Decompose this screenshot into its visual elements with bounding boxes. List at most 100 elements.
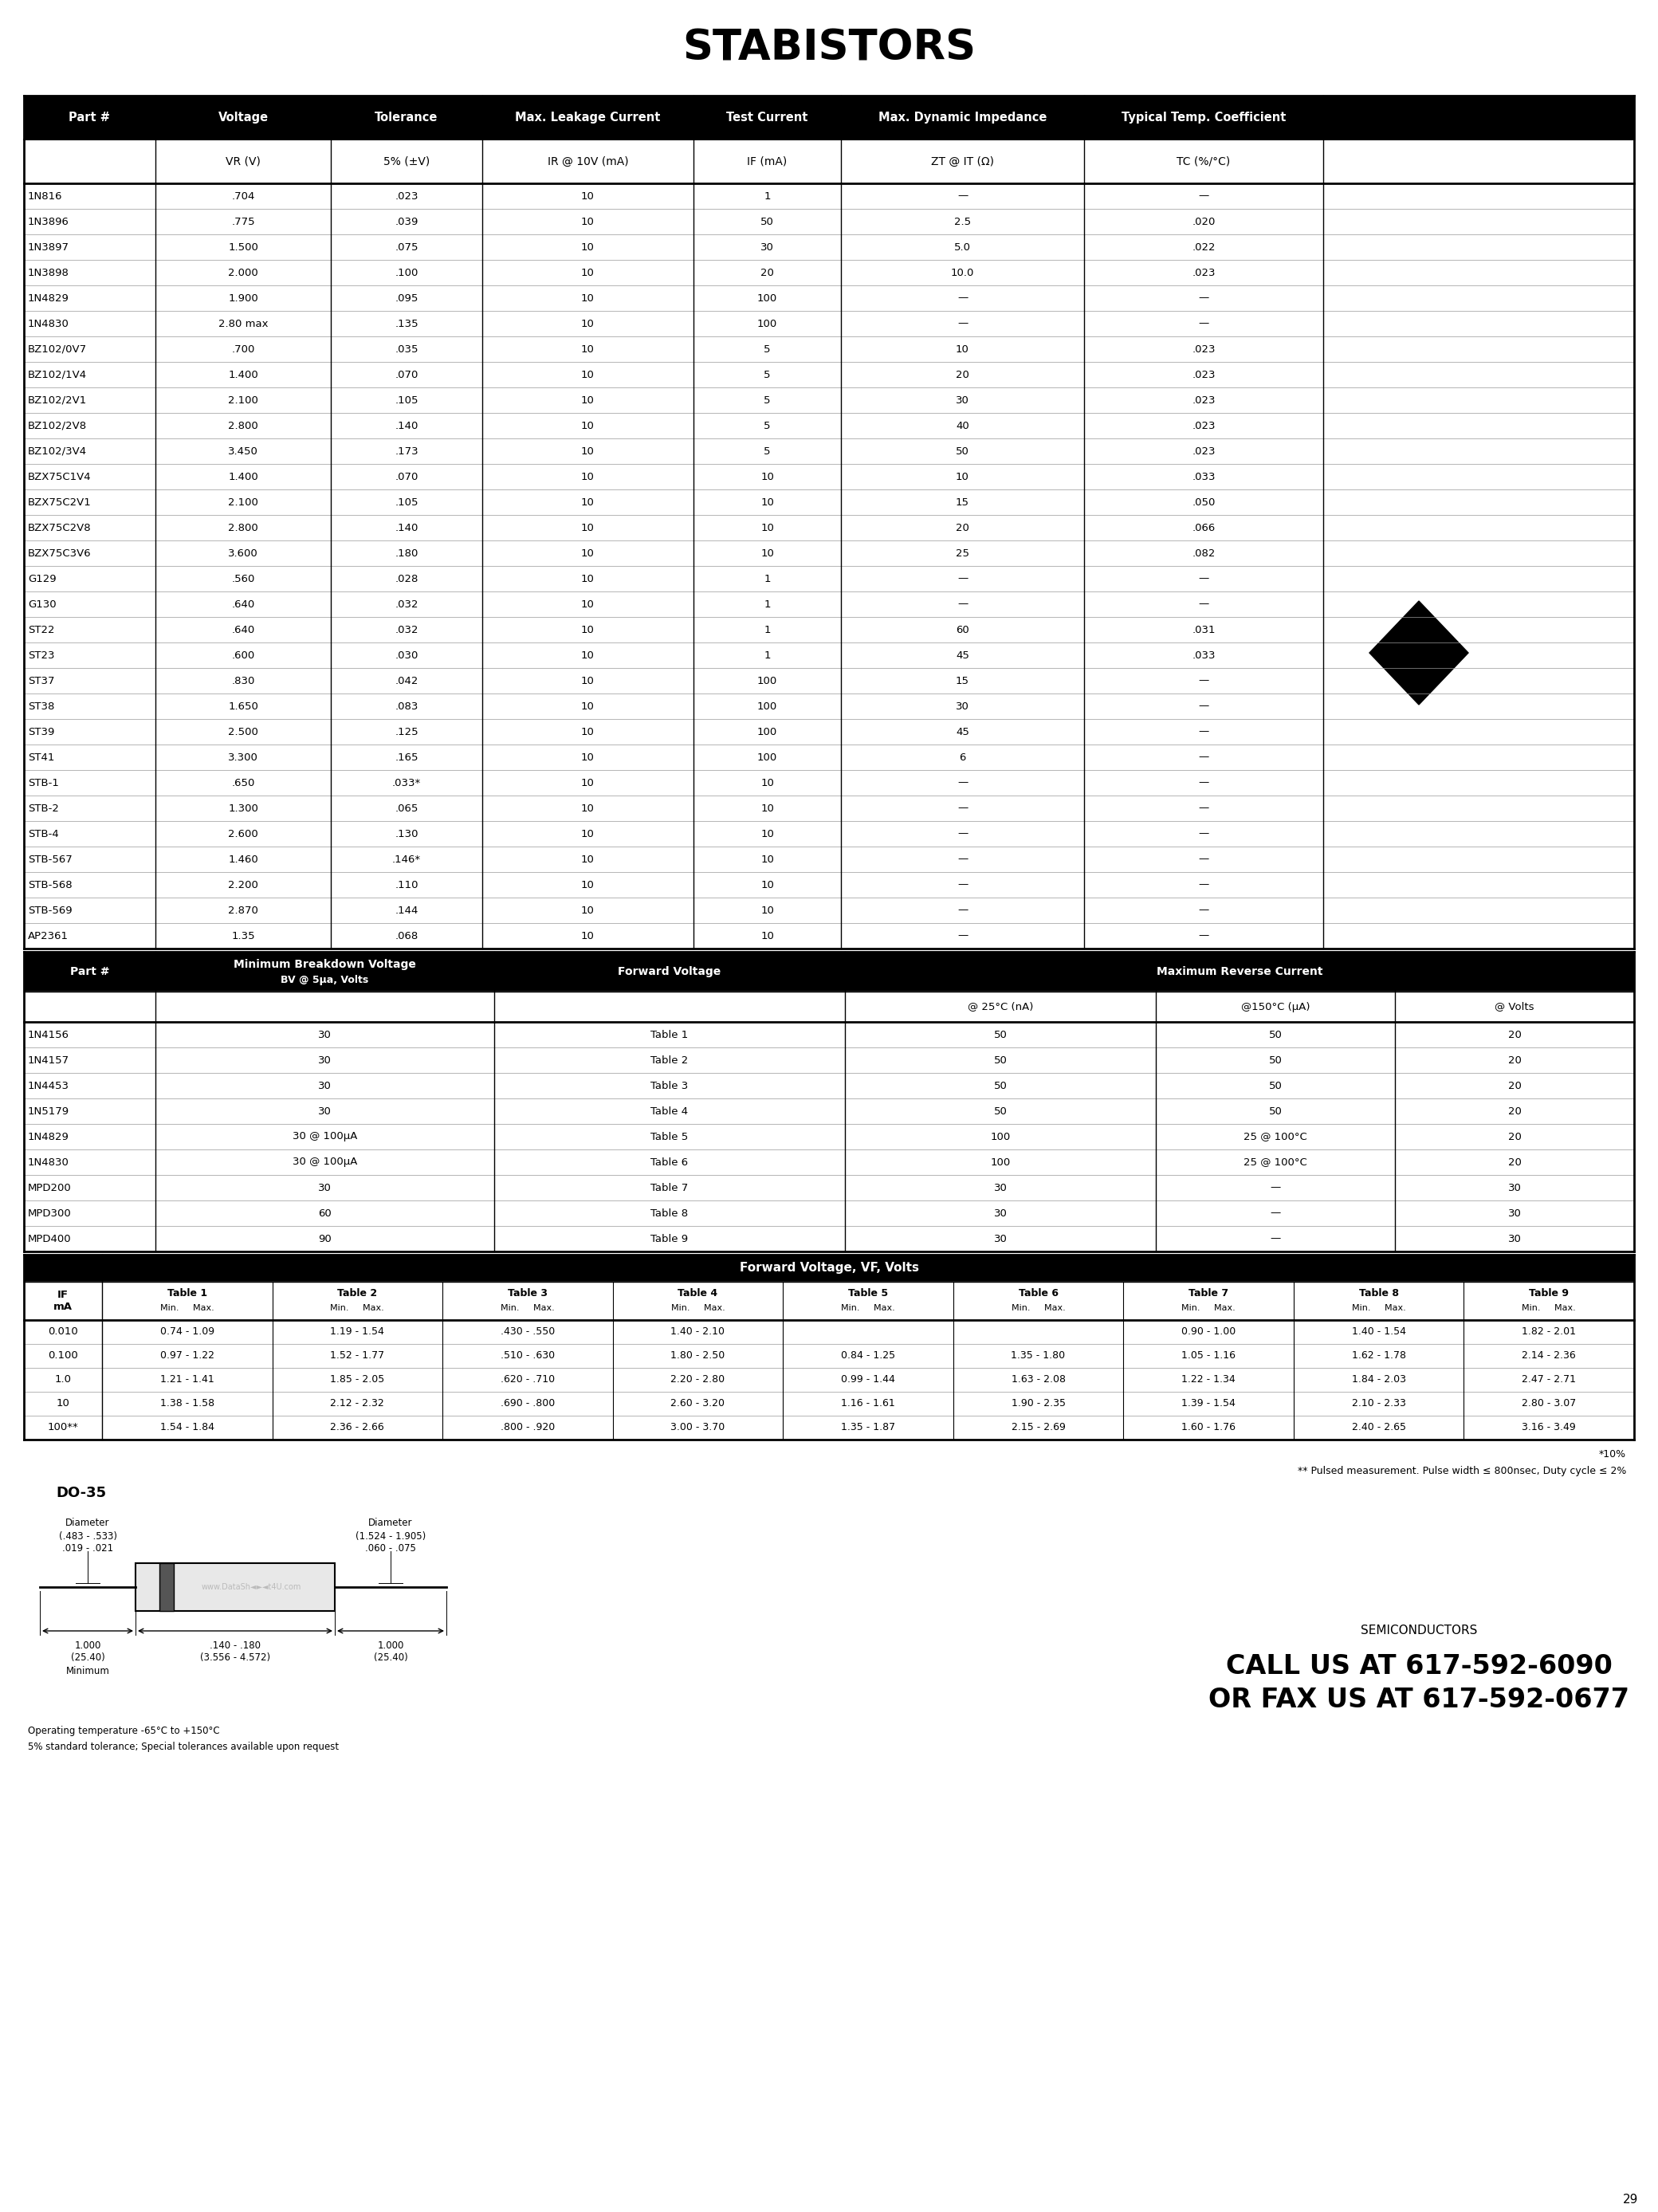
Text: 50: 50 xyxy=(1268,1106,1282,1117)
Text: STB-567: STB-567 xyxy=(28,854,73,865)
Text: 15: 15 xyxy=(955,675,970,686)
Text: 10: 10 xyxy=(582,268,595,279)
Text: IF
mA: IF mA xyxy=(53,1290,73,1312)
Text: —: — xyxy=(1199,319,1209,330)
Text: Table 8: Table 8 xyxy=(652,1208,688,1219)
Text: 30: 30 xyxy=(761,241,774,252)
Text: 1N3898: 1N3898 xyxy=(28,268,70,279)
Text: AP2361: AP2361 xyxy=(28,931,68,940)
Text: .068: .068 xyxy=(395,931,418,940)
Text: SEMICONDUCTORS: SEMICONDUCTORS xyxy=(1361,1626,1477,1637)
Text: 10: 10 xyxy=(761,522,774,533)
Text: 1N3897: 1N3897 xyxy=(28,241,70,252)
Text: 3.00 - 3.70: 3.00 - 3.70 xyxy=(670,1422,725,1433)
Text: Max. Leakage Current: Max. Leakage Current xyxy=(516,111,660,124)
Text: 5.0: 5.0 xyxy=(953,241,972,252)
Text: Forward Voltage, VF, Volts: Forward Voltage, VF, Volts xyxy=(739,1263,919,1274)
Text: (25.40): (25.40) xyxy=(373,1652,408,1663)
Text: 1.400: 1.400 xyxy=(229,471,259,482)
Text: 90: 90 xyxy=(318,1234,332,1243)
Text: 2.100: 2.100 xyxy=(229,396,259,405)
Text: Table 2: Table 2 xyxy=(337,1287,378,1298)
Text: 10: 10 xyxy=(582,599,595,608)
Text: Table 2: Table 2 xyxy=(650,1055,688,1066)
Text: —: — xyxy=(1199,292,1209,303)
Text: IR @ 10V (mA): IR @ 10V (mA) xyxy=(547,155,628,166)
Text: —: — xyxy=(1199,854,1209,865)
Text: 2.200: 2.200 xyxy=(229,880,259,889)
Text: .173: .173 xyxy=(395,447,418,456)
Text: 45: 45 xyxy=(955,726,970,737)
Text: 25 @ 100°C: 25 @ 100°C xyxy=(1244,1157,1307,1168)
Text: Part #: Part # xyxy=(70,967,109,978)
Text: 10: 10 xyxy=(582,779,595,787)
Text: Table 4: Table 4 xyxy=(678,1287,718,1298)
Text: OR FAX US AT 617-592-0677: OR FAX US AT 617-592-0677 xyxy=(1209,1688,1630,1714)
Text: 6: 6 xyxy=(960,752,967,763)
Text: 50: 50 xyxy=(1268,1079,1282,1091)
Text: Table 5: Table 5 xyxy=(849,1287,889,1298)
Text: 1.500: 1.500 xyxy=(229,241,259,252)
Text: Min.     Max.: Min. Max. xyxy=(841,1305,895,1312)
Text: 1.63 - 2.08: 1.63 - 2.08 xyxy=(1011,1374,1066,1385)
Text: Max. Dynamic Impedance: Max. Dynamic Impedance xyxy=(879,111,1046,124)
Text: 1.000: 1.000 xyxy=(75,1639,101,1650)
Text: .640: .640 xyxy=(232,599,255,608)
Text: 1N4156: 1N4156 xyxy=(28,1029,70,1040)
Text: 20: 20 xyxy=(955,369,970,380)
Text: ZT @ IT (Ω): ZT @ IT (Ω) xyxy=(932,155,995,166)
Text: Min.     Max.: Min. Max. xyxy=(501,1305,555,1312)
Text: .704: .704 xyxy=(232,190,255,201)
Text: 1.60 - 1.76: 1.60 - 1.76 xyxy=(1182,1422,1235,1433)
Text: 1.54 - 1.84: 1.54 - 1.84 xyxy=(161,1422,214,1433)
Text: STABISTORS: STABISTORS xyxy=(683,27,975,69)
Text: .065: .065 xyxy=(395,803,418,814)
Text: ST22: ST22 xyxy=(28,624,55,635)
Text: .060 - .075: .060 - .075 xyxy=(365,1544,416,1555)
Text: Minimum: Minimum xyxy=(66,1666,109,1677)
Text: 1N4453: 1N4453 xyxy=(28,1079,70,1091)
Text: BZX75C2V1: BZX75C2V1 xyxy=(28,498,91,507)
Bar xyxy=(159,1564,174,1610)
Text: —: — xyxy=(957,573,968,584)
Text: ST41: ST41 xyxy=(28,752,55,763)
Text: .830: .830 xyxy=(232,675,255,686)
Text: 10: 10 xyxy=(761,854,774,865)
Text: .039: .039 xyxy=(395,217,418,228)
Text: .033: .033 xyxy=(1192,471,1215,482)
Text: 10: 10 xyxy=(582,498,595,507)
Text: 1: 1 xyxy=(764,599,771,608)
Text: G130: G130 xyxy=(28,599,56,608)
Text: 45: 45 xyxy=(955,650,970,661)
Text: 1N4830: 1N4830 xyxy=(28,319,70,330)
Text: 10: 10 xyxy=(582,447,595,456)
Text: .146*: .146* xyxy=(393,854,421,865)
Text: (3.556 - 4.572): (3.556 - 4.572) xyxy=(201,1652,270,1663)
Text: 1: 1 xyxy=(764,624,771,635)
Text: .035: .035 xyxy=(395,343,418,354)
Text: ST39: ST39 xyxy=(28,726,55,737)
Text: 2.870: 2.870 xyxy=(229,905,259,916)
Text: 1.85 - 2.05: 1.85 - 2.05 xyxy=(330,1374,385,1385)
Text: 1: 1 xyxy=(764,573,771,584)
Text: .125: .125 xyxy=(395,726,418,737)
Text: 1N816: 1N816 xyxy=(28,190,63,201)
Text: 10: 10 xyxy=(582,343,595,354)
Text: 10: 10 xyxy=(582,471,595,482)
Text: 30: 30 xyxy=(1507,1208,1522,1219)
Text: BZ102/3V4: BZ102/3V4 xyxy=(28,447,86,456)
Text: 30: 30 xyxy=(993,1208,1006,1219)
Text: .650: .650 xyxy=(232,779,255,787)
Text: —: — xyxy=(1270,1208,1280,1219)
Text: 1.35 - 1.87: 1.35 - 1.87 xyxy=(841,1422,895,1433)
Text: 10: 10 xyxy=(582,931,595,940)
Text: 1.0: 1.0 xyxy=(55,1374,71,1385)
Text: Table 6: Table 6 xyxy=(1018,1287,1058,1298)
Text: BZ102/2V1: BZ102/2V1 xyxy=(28,396,88,405)
Text: .020: .020 xyxy=(1192,217,1215,228)
Text: www.DataSh◄►◄t4U.com: www.DataSh◄►◄t4U.com xyxy=(201,1584,302,1590)
Text: 5: 5 xyxy=(764,447,771,456)
Text: 10: 10 xyxy=(582,752,595,763)
Text: Table 5: Table 5 xyxy=(650,1133,688,1141)
Text: —: — xyxy=(1199,190,1209,201)
